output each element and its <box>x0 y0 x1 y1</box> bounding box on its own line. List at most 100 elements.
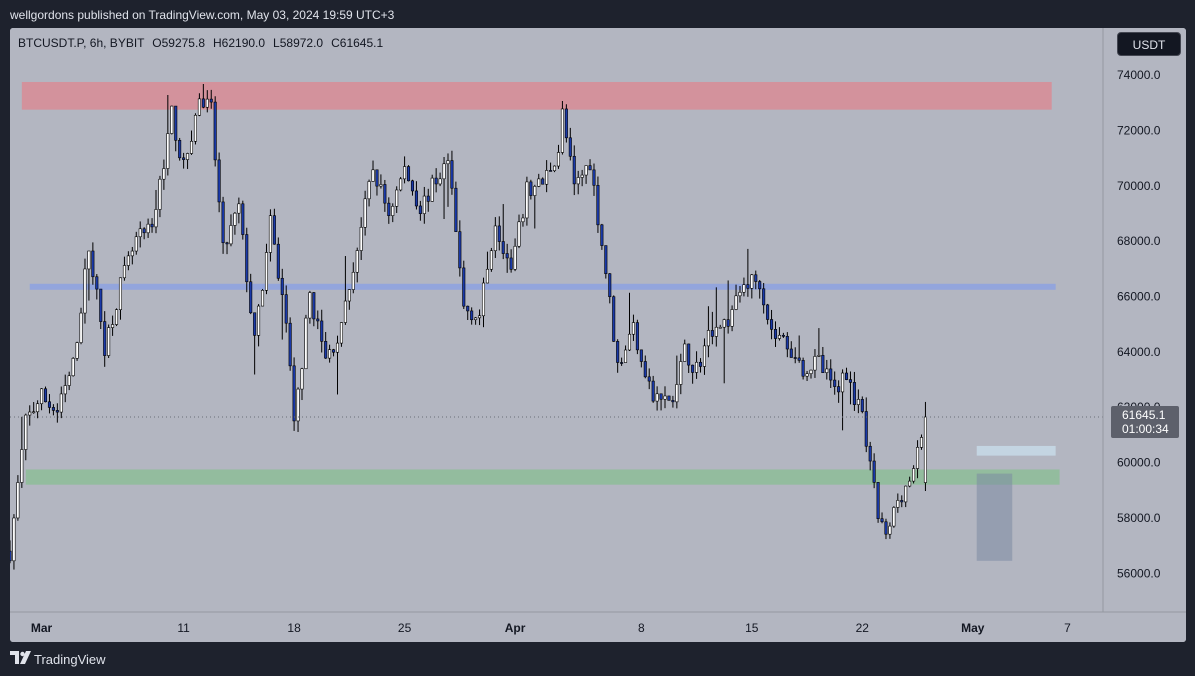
midrange-line[interactable] <box>29 283 1056 290</box>
candle <box>442 157 446 219</box>
candle-body <box>225 242 229 245</box>
support-zone[interactable] <box>25 469 1060 485</box>
candle <box>178 137 182 161</box>
chart-frame[interactable]: 74000.0 72000.0 70000.0 68000.0 66000.0 64000… <box>10 28 1186 642</box>
candle-body <box>639 349 643 362</box>
candle-body <box>592 169 596 186</box>
price-chart[interactable]: 74000.0 72000.0 70000.0 68000.0 66000.0 64000… <box>10 28 1186 642</box>
candle <box>312 292 316 327</box>
candle-body <box>513 245 517 270</box>
candle-body <box>253 312 257 336</box>
candle <box>261 288 265 307</box>
candle-body <box>541 178 545 185</box>
candle-body <box>391 205 395 216</box>
candle-body <box>111 324 115 328</box>
candle <box>142 227 146 240</box>
candle-body <box>821 355 825 373</box>
candle-body <box>841 372 845 393</box>
candle <box>253 312 257 375</box>
candle <box>844 367 849 381</box>
candle-body <box>588 165 592 171</box>
time-tick-label: 11 <box>177 621 190 635</box>
candle-body <box>900 500 904 503</box>
candle-body <box>189 140 194 154</box>
candle <box>209 89 213 109</box>
candle <box>553 165 557 173</box>
short-term-zone[interactable] <box>976 445 1056 456</box>
candle-body <box>742 284 746 293</box>
candle-body <box>785 336 789 350</box>
candle-body <box>923 416 927 483</box>
candle <box>67 371 71 391</box>
candle <box>580 169 584 187</box>
candle-body <box>450 160 454 189</box>
candle-body <box>505 253 509 259</box>
candle <box>217 152 221 213</box>
candle-body <box>485 268 489 284</box>
candle <box>896 493 900 513</box>
price-tick-label: 66000.0 <box>1117 289 1161 303</box>
candle-body <box>138 228 142 238</box>
candle <box>418 200 422 221</box>
candle <box>146 218 150 238</box>
candle-body <box>517 221 521 247</box>
candle <box>572 145 576 196</box>
candle-body <box>837 386 841 393</box>
candle <box>521 213 525 227</box>
candle <box>884 518 888 540</box>
candle-body <box>624 349 628 363</box>
time-tick-label: 7 <box>1064 621 1071 635</box>
candle-body <box>134 236 138 252</box>
candle <box>545 160 549 193</box>
candle-body <box>237 203 241 214</box>
candle <box>122 256 126 281</box>
candle-body <box>383 184 387 204</box>
time-tick-label: 8 <box>638 621 645 635</box>
price-axis[interactable]: 74000.0 72000.0 70000.0 68000.0 66000.0 64000… <box>1111 68 1179 580</box>
candle <box>280 268 284 340</box>
candle-body <box>868 445 872 462</box>
candle <box>691 364 695 384</box>
time-axis[interactable]: Mar 11 18 25 Apr 8 15 22 May 7 <box>31 621 1071 635</box>
candle-body <box>304 317 308 370</box>
resistance-zone[interactable] <box>21 81 1052 110</box>
candle <box>837 380 841 403</box>
candle-body <box>316 318 320 322</box>
candle <box>537 173 541 188</box>
candle <box>134 231 138 255</box>
candle <box>95 274 99 300</box>
candle <box>501 204 505 260</box>
candle-body <box>829 368 833 381</box>
price-range-box[interactable] <box>976 473 1013 561</box>
candle-body <box>880 518 884 523</box>
candle <box>809 369 813 379</box>
time-tick-label: May <box>961 621 985 635</box>
candle <box>872 453 876 489</box>
candle-body <box>647 376 651 382</box>
candle <box>170 105 174 135</box>
candle <box>83 258 87 324</box>
currency-button[interactable]: USDT <box>1117 32 1181 56</box>
candle <box>10 540 12 564</box>
candle <box>407 165 411 182</box>
candle <box>24 413 28 461</box>
candle-body <box>809 369 813 374</box>
candle <box>304 314 308 370</box>
ohlc-low: L58972.0 <box>273 36 323 50</box>
candle <box>627 292 632 352</box>
candle <box>683 339 687 362</box>
candle <box>529 179 533 200</box>
candle <box>399 176 403 192</box>
candle-body <box>284 294 288 324</box>
price-tick-label: 68000.0 <box>1117 234 1161 248</box>
candle <box>639 349 643 368</box>
candle-body <box>16 482 20 519</box>
candle <box>43 386 48 403</box>
candle <box>576 170 580 195</box>
candle <box>241 200 245 240</box>
candle-body <box>59 393 63 413</box>
candle-body <box>193 114 197 142</box>
symbol-info: BTCUSDT.P, 6h, BYBIT O59275.8 H62190.0 L589… <box>18 36 383 50</box>
candle-body <box>367 181 371 200</box>
candle-body <box>773 329 778 339</box>
